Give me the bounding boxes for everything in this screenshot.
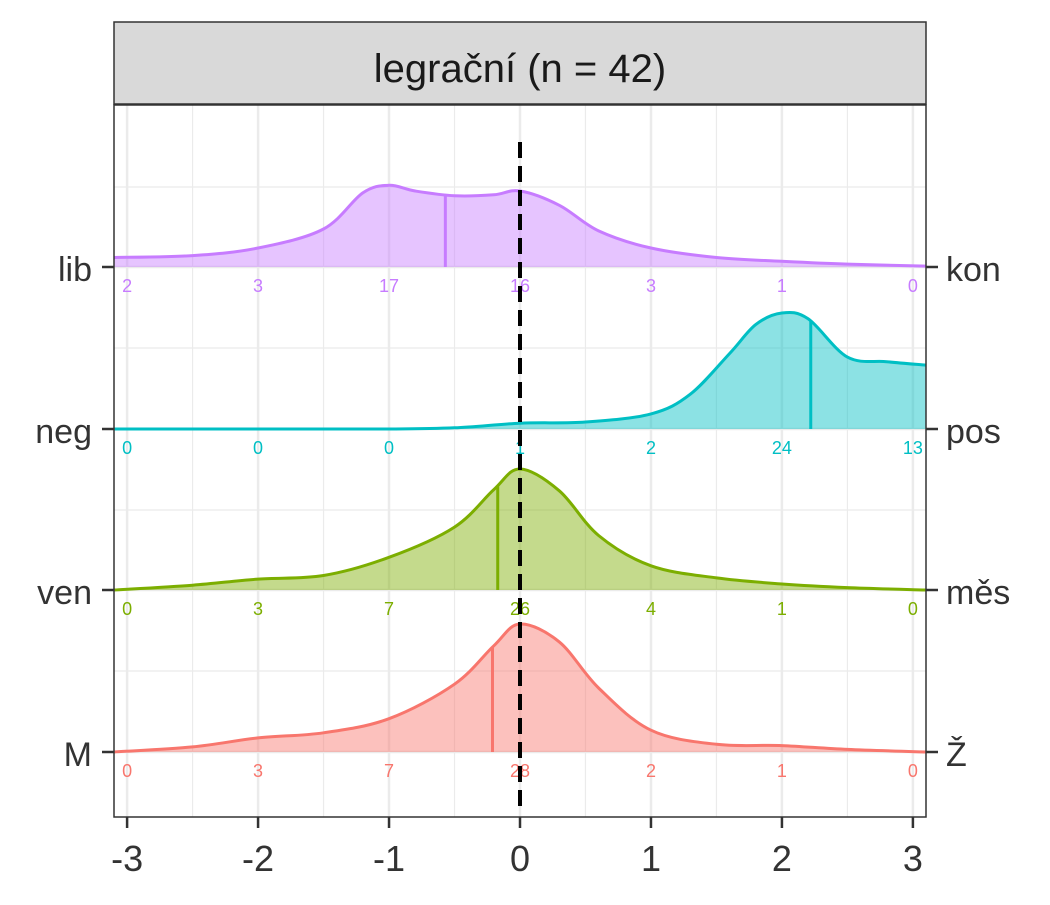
y-left-label: M <box>64 736 92 774</box>
count-label: 17 <box>379 276 399 296</box>
y-right-label: kon <box>946 251 1001 289</box>
count-label: 3 <box>253 599 263 619</box>
count-label: 7 <box>384 761 394 781</box>
count-label: 24 <box>772 438 792 458</box>
count-label: 3 <box>253 761 263 781</box>
count-label: 4 <box>646 599 656 619</box>
x-tick-label: -3 <box>111 838 143 879</box>
x-tick-label: 0 <box>510 838 530 879</box>
count-label: 0 <box>122 761 132 781</box>
y-left-label: lib <box>58 251 92 289</box>
density-fill <box>114 623 926 752</box>
x-tick-label: 2 <box>772 838 792 879</box>
density-line <box>113 310 927 431</box>
count-label: 0 <box>908 761 918 781</box>
count-label: 2 <box>646 438 656 458</box>
x-tick-label: -2 <box>242 838 274 879</box>
count-label: 0 <box>908 276 918 296</box>
count-label: 2 <box>122 276 132 296</box>
x-tick-label: -1 <box>373 838 405 879</box>
chart-title: legrační (n = 42) <box>374 47 666 91</box>
strip-background <box>113 21 927 105</box>
x-tick-label: 1 <box>641 838 661 879</box>
count-label: 3 <box>646 276 656 296</box>
count-label: 7 <box>384 599 394 619</box>
y-left-label: neg <box>35 413 92 451</box>
count-label: 0 <box>908 599 918 619</box>
y-right-label: pos <box>946 413 1001 451</box>
count-label: 1 <box>777 599 787 619</box>
count-label: 0 <box>253 438 263 458</box>
count-label: 1 <box>777 761 787 781</box>
count-label: 13 <box>903 438 923 458</box>
count-label: 0 <box>122 599 132 619</box>
count-label: 0 <box>122 438 132 458</box>
count-label: 1 <box>777 276 787 296</box>
count-label: 1 <box>515 438 525 458</box>
x-tick-label: 3 <box>903 838 923 879</box>
y-right-label: Ž <box>946 736 967 774</box>
count-label: 2 <box>646 761 656 781</box>
count-label: 0 <box>384 438 394 458</box>
y-left-label: ven <box>37 574 92 612</box>
ridge-neg: 0 0 0 1 2 24 13 <box>113 310 927 458</box>
count-label: 3 <box>253 276 263 296</box>
y-right-label: měs <box>946 574 1010 612</box>
density-line <box>113 183 927 268</box>
density-fill <box>114 312 926 430</box>
